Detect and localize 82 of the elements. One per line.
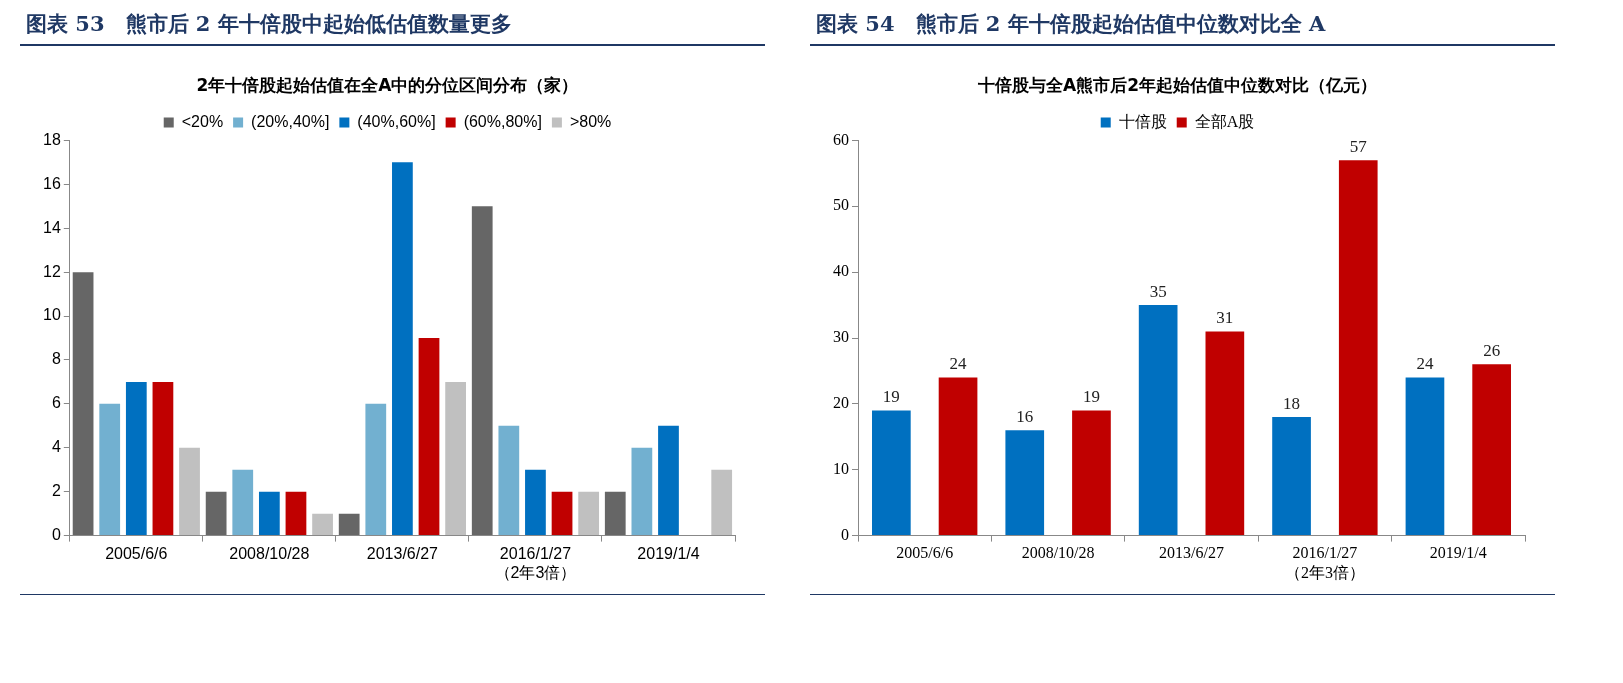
bar [365, 403, 387, 536]
bar [1405, 377, 1445, 536]
bar [1138, 305, 1178, 536]
bar [338, 513, 360, 536]
data-label: 18 [1283, 394, 1301, 414]
y-tick-label: 40 [833, 262, 849, 280]
y-tick-label: 20 [833, 394, 849, 412]
y-tick-label: 10 [833, 459, 849, 477]
chart-subtitle: 2年十倍股起始估值在全A中的分位区间分布（家） [196, 74, 579, 95]
y-tick-label: 12 [43, 262, 61, 280]
y-tick-label: 18 [43, 130, 61, 148]
x-tick-label: 2008/10/28 [1021, 544, 1095, 562]
data-label: 26 [1483, 341, 1501, 361]
chart-title: 图表 53 熊市后 2 年十倍股中起始低估值数量更多 [20, 0, 765, 46]
bar [152, 381, 174, 536]
bar [872, 410, 911, 536]
data-label: 35 [1149, 282, 1167, 302]
bar [498, 425, 520, 536]
legend-label: (20%,40%] [251, 112, 330, 130]
y-tick-label: 2 [51, 482, 61, 500]
bar [258, 491, 280, 536]
x-tick-label: 2005/6/6 [896, 544, 954, 562]
bar [1005, 430, 1045, 536]
bar [179, 447, 200, 536]
data-label: 31 [1216, 308, 1234, 328]
bar [99, 403, 121, 536]
data-label: 57 [1349, 137, 1368, 157]
bar [445, 381, 466, 536]
bar [1338, 160, 1378, 536]
data-label: 16 [1016, 407, 1034, 427]
bar [525, 469, 546, 536]
bar [604, 491, 626, 536]
y-tick-label: 0 [841, 525, 849, 543]
bar [418, 338, 440, 536]
bar [1205, 331, 1245, 536]
y-tick-label: 4 [51, 438, 61, 456]
x-tick-label: 2016/1/27 （2年3倍） [1284, 544, 1365, 581]
y-tick-label: 30 [833, 328, 849, 346]
data-label: 24 [1416, 354, 1434, 374]
y-tick-label: 16 [43, 174, 61, 192]
x-tick-label: 2016/1/27 （2年3倍） [494, 544, 577, 581]
bar [471, 206, 493, 536]
bar [232, 469, 254, 536]
legend-label: (60%,80%] [463, 112, 542, 130]
bar [1272, 417, 1311, 536]
data-label: 19 [1082, 387, 1100, 407]
bar [711, 469, 733, 536]
bar [392, 162, 413, 536]
x-tick-label: 2008/10/28 [229, 544, 310, 562]
bar [938, 377, 978, 536]
bar [72, 272, 94, 536]
bar [125, 381, 147, 536]
x-tick-label: 2019/1/4 [1429, 544, 1487, 562]
bar [1472, 364, 1511, 536]
y-tick-label: 50 [833, 196, 849, 214]
y-tick-label: 14 [43, 218, 61, 236]
bar [551, 491, 573, 536]
y-tick-label: 60 [833, 130, 849, 148]
chart-subtitle: 十倍股与全A熊市后2年起始估值中位数对比（亿元） [977, 74, 1377, 95]
bar [658, 425, 679, 536]
y-tick-label: 0 [51, 526, 61, 544]
x-tick-label: 2013/6/27 [1159, 544, 1224, 562]
legend-label: 十倍股 [1118, 112, 1167, 130]
bar [631, 447, 653, 536]
bar [1072, 410, 1111, 536]
y-tick-label: 10 [43, 306, 61, 324]
bar [578, 491, 600, 536]
x-tick-label: 2013/6/27 [366, 544, 439, 562]
legend-label: >80% [569, 112, 612, 130]
bar [312, 513, 333, 536]
legend-label: (40%,60%] [357, 112, 436, 130]
chart-title: 图表 54 熊市后 2 年十倍股起始估值中位数对比全 A [810, 0, 1555, 46]
y-tick-label: 6 [51, 394, 61, 412]
x-tick-label: 2019/1/4 [637, 544, 700, 562]
data-label: 24 [949, 354, 968, 374]
bar [205, 491, 227, 536]
bar [285, 491, 307, 536]
y-tick-label: 8 [51, 350, 61, 368]
data-label: 19 [882, 387, 900, 407]
legend-label: <20% [181, 112, 224, 130]
x-tick-label: 2005/6/6 [105, 544, 168, 562]
legend-label: 全部A股 [1194, 112, 1255, 130]
